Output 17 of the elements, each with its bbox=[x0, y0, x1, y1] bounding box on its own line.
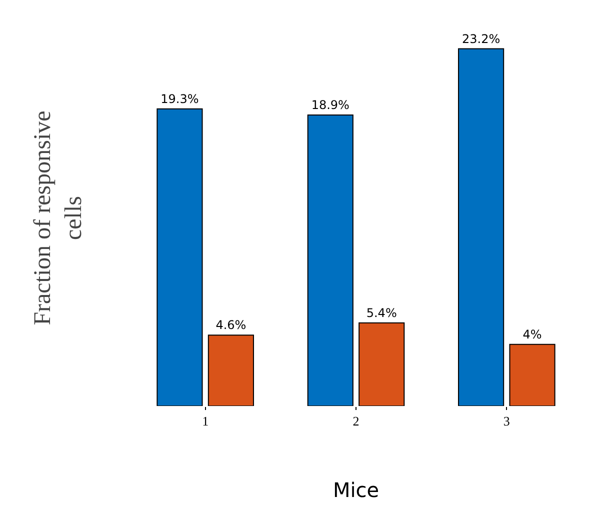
data-label: 5.4% bbox=[366, 306, 397, 320]
data-label: 18.9% bbox=[311, 98, 350, 112]
bar bbox=[458, 48, 504, 406]
y-axis-title: Fraction of responsive cells bbox=[30, 110, 88, 326]
data-label: 4% bbox=[522, 327, 542, 342]
data-label: 4.6% bbox=[216, 318, 246, 332]
x-axis-title: Mice bbox=[332, 478, 380, 502]
x-tick-label: 3 bbox=[503, 414, 510, 429]
x-tick-label: 1 bbox=[202, 414, 209, 429]
bar bbox=[307, 114, 354, 406]
data-label: 23.2% bbox=[462, 32, 500, 46]
bar bbox=[156, 108, 203, 406]
data-label: 19.3% bbox=[160, 92, 199, 106]
bar bbox=[208, 334, 254, 406]
bar bbox=[358, 322, 405, 406]
bar bbox=[509, 344, 556, 406]
x-tick-label: 2 bbox=[352, 414, 360, 429]
